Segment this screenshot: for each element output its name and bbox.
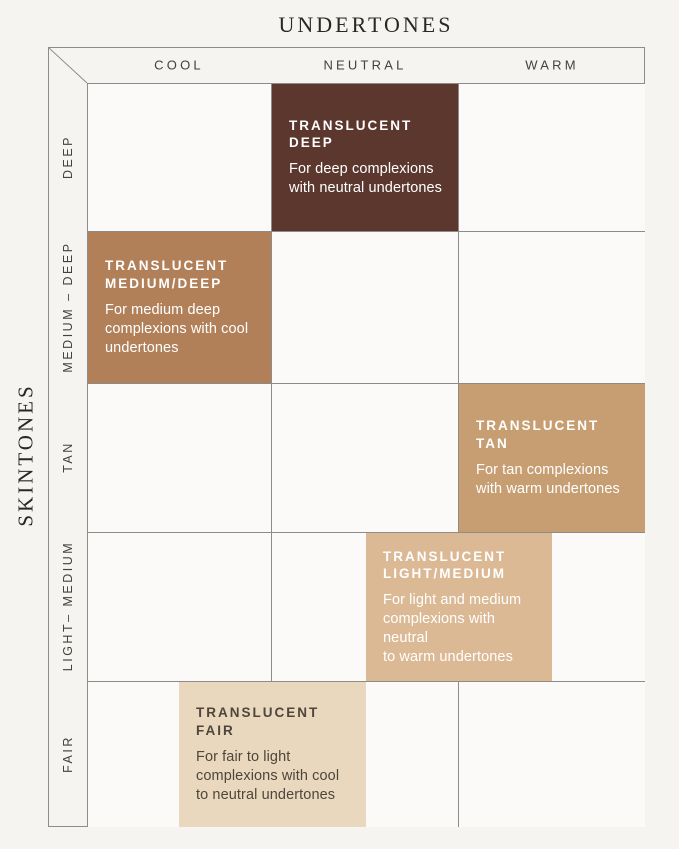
grid-line-vertical xyxy=(458,83,459,827)
shade-cell-translucent-deep: TRANSLUCENT DEEP For deep complexions wi… xyxy=(272,84,458,231)
product-name: TRANSLUCENT LIGHT/MEDIUM xyxy=(383,548,507,581)
row-label-deep: DEEP xyxy=(61,134,75,180)
product-description: For tan complexions with warm undertones xyxy=(476,461,620,497)
grid-line-horizontal xyxy=(87,681,645,682)
product-description: For light and medium complexions with ne… xyxy=(383,592,522,665)
grid-line-vertical xyxy=(87,83,88,827)
row-label-medium-deep: MEDIUM – DEEP xyxy=(61,241,75,373)
shade-cell-translucent-tan: TRANSLUCENT TAN For tan complexions with… xyxy=(459,384,645,532)
row-label-tan: TAN xyxy=(61,441,75,473)
product-name: TRANSLUCENT FAIR xyxy=(196,705,320,738)
undertones-axis-title: UNDERTONES xyxy=(278,12,454,37)
grid-line-vertical xyxy=(271,83,272,827)
column-header-neutral: NEUTRAL xyxy=(323,57,407,73)
column-header-warm: WARM xyxy=(525,57,579,73)
skintones-axis-title: SKINTONES xyxy=(13,383,38,527)
product-name: TRANSLUCENT MEDIUM/DEEP xyxy=(105,258,229,291)
grid-line-horizontal xyxy=(87,83,645,84)
grid-line-horizontal xyxy=(87,383,645,384)
shade-cell-translucent-light-medium: TRANSLUCENT LIGHT/MEDIUM For light and m… xyxy=(366,533,552,681)
grid-line-horizontal xyxy=(87,231,645,232)
column-header-cool: COOL xyxy=(154,57,204,73)
product-description: For medium deep complexions with cool un… xyxy=(105,302,249,356)
grid-line-horizontal xyxy=(87,532,645,533)
product-name: TRANSLUCENT DEEP xyxy=(289,117,413,151)
corner-diagonal-line xyxy=(49,48,88,84)
chart-frame: COOL NEUTRAL WARM DEEP MEDIUM – DEEP TAN… xyxy=(48,47,645,827)
product-name: TRANSLUCENT TAN xyxy=(476,418,600,451)
product-description: For deep complexions with neutral undert… xyxy=(289,161,443,197)
row-label-light-medium: LIGHT– MEDIUM xyxy=(61,540,75,672)
shade-cell-translucent-fair: TRANSLUCENT FAIR For fair to light compl… xyxy=(179,682,366,827)
product-description: For fair to light complexions with cool … xyxy=(196,749,340,803)
row-label-fair: FAIR xyxy=(61,735,75,773)
shade-cell-translucent-medium-deep: TRANSLUCENT MEDIUM/DEEP For medium deep … xyxy=(88,232,271,383)
